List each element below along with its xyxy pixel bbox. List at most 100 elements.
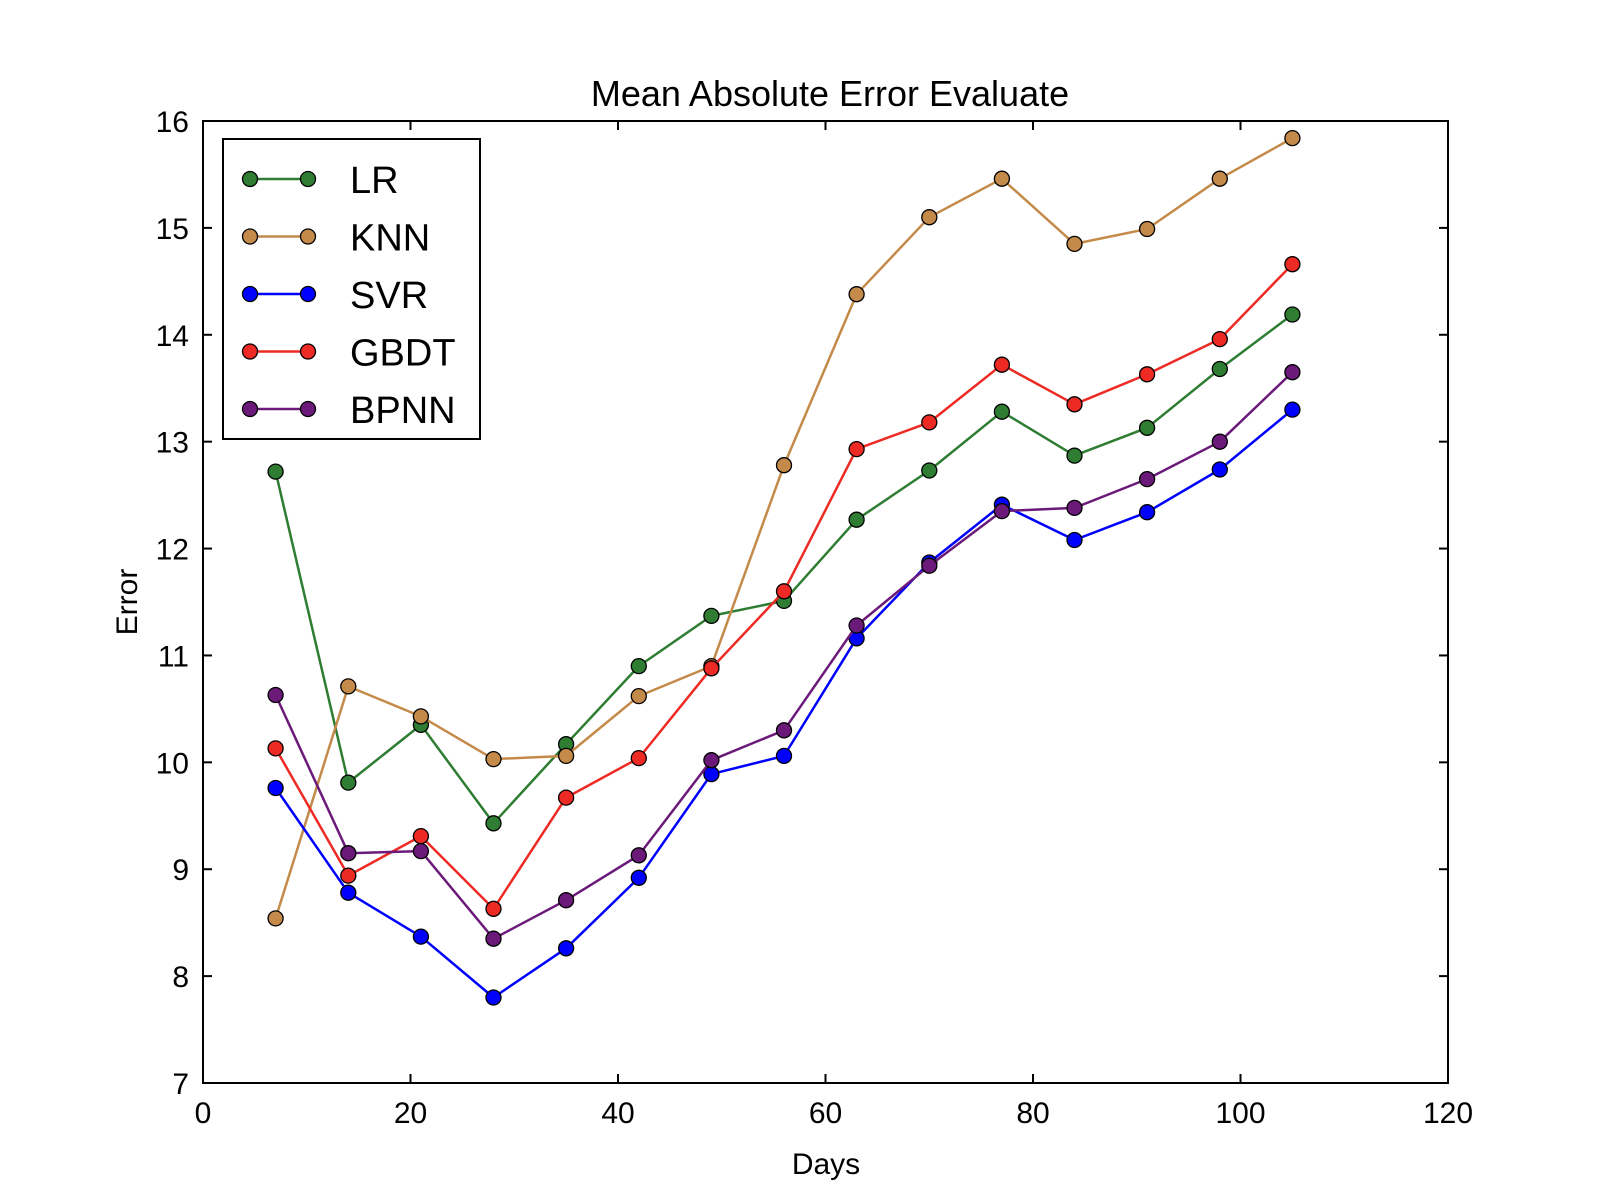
y-tick-label: 7 [172, 1068, 189, 1101]
data-point-bpnn [993, 502, 1011, 520]
x-axis-label: Days [792, 1148, 860, 1181]
axis-ticks: 0 20 40 60 80 100 120 7 8 9 10 11 12 13 14 15 16 [156, 106, 1473, 1130]
data-point-knn [340, 678, 357, 695]
data-point-svr [412, 928, 430, 945]
series-gbdt [267, 256, 1301, 917]
data-point-knn [1211, 170, 1228, 187]
data-point-gbdt [1211, 330, 1228, 348]
legend-marker [299, 400, 317, 418]
data-point-gbdt [921, 414, 938, 431]
x-tick-label: 80 [1016, 1097, 1049, 1130]
series-knn [267, 129, 1301, 927]
y-tick-label: 8 [172, 961, 189, 994]
data-point-bpnn [848, 617, 865, 634]
x-tick-label: 100 [1215, 1097, 1265, 1130]
data-point-lr [993, 403, 1011, 420]
legend-marker [241, 400, 259, 418]
data-point-svr [1138, 504, 1156, 521]
legend-item-lr: LR [241, 160, 399, 202]
data-point-bpnn [630, 847, 647, 864]
data-point-knn [1284, 129, 1301, 147]
data-point-bpnn [1211, 433, 1228, 450]
data-point-gbdt [775, 583, 793, 600]
data-point-gbdt [267, 740, 284, 757]
data-point-gbdt [340, 867, 357, 884]
data-point-bpnn [267, 686, 284, 704]
data-point-svr [1066, 531, 1083, 549]
data-point-knn [485, 750, 502, 768]
legend-marker [299, 170, 317, 188]
data-point-gbdt [1066, 396, 1083, 413]
legend-marker [299, 343, 317, 360]
data-point-knn [848, 286, 865, 303]
legend-label: SVR [350, 275, 428, 317]
data-point-knn [630, 687, 647, 705]
data-point-gbdt [557, 789, 575, 806]
data-point-svr [267, 779, 284, 797]
data-point-gbdt [848, 440, 865, 458]
legend-item-knn: KNN [241, 218, 430, 260]
data-point-knn [921, 209, 938, 226]
y-tick-label: 11 [158, 640, 189, 673]
data-point-gbdt [630, 749, 647, 767]
legend-marker [241, 170, 259, 188]
data-point-knn [412, 708, 430, 725]
data-point-lr [1066, 447, 1083, 464]
data-point-svr [1211, 461, 1228, 478]
legend-marker [241, 343, 259, 360]
data-point-lr [921, 462, 938, 479]
data-point-gbdt [1284, 256, 1301, 273]
series-bpnn [267, 364, 1301, 947]
legend-marker [299, 285, 317, 303]
y-tick-label: 16 [156, 106, 189, 139]
x-tick-label: 0 [195, 1097, 212, 1130]
y-tick-label: 9 [172, 854, 189, 887]
data-point-bpnn [921, 557, 938, 574]
data-point-lr [630, 657, 647, 675]
series-group [267, 129, 1301, 1006]
data-point-lr [1284, 306, 1301, 323]
legend-label: GBDT [350, 333, 456, 375]
legend-marker [241, 228, 259, 245]
data-point-svr [485, 989, 502, 1006]
data-point-bpnn [1066, 499, 1083, 517]
x-tick-label: 120 [1423, 1097, 1473, 1130]
data-point-knn [1138, 220, 1156, 238]
legend-label: KNN [350, 218, 430, 260]
legend-item-svr: SVR [241, 275, 428, 317]
data-point-knn [267, 910, 284, 927]
legend-item-gbdt: GBDT [241, 333, 456, 375]
y-tick-label: 15 [156, 213, 189, 246]
legend: LR KNN SVR GBDT BPNN [222, 138, 481, 440]
data-point-lr [267, 463, 284, 480]
data-point-lr [703, 607, 720, 625]
legend-label: LR [350, 160, 399, 202]
x-tick-label: 60 [809, 1097, 842, 1130]
data-point-lr [1138, 419, 1156, 436]
x-tick-label: 20 [394, 1097, 427, 1130]
y-tick-label: 13 [156, 427, 189, 460]
data-point-svr [557, 940, 575, 957]
data-point-knn [1066, 235, 1083, 253]
data-point-svr [775, 747, 793, 765]
y-tick-label: 14 [156, 320, 189, 353]
data-point-lr [1211, 360, 1228, 378]
data-point-lr [485, 815, 502, 832]
data-point-bpnn [340, 845, 357, 862]
data-point-bpnn [412, 842, 430, 860]
legend-item-bpnn: BPNN [241, 390, 456, 432]
data-point-bpnn [775, 722, 793, 739]
series-lr [267, 306, 1301, 832]
data-point-bpnn [703, 752, 720, 769]
data-point-lr [340, 774, 357, 791]
legend-marker [299, 228, 317, 245]
data-point-bpnn [1284, 364, 1301, 381]
data-point-bpnn [485, 930, 502, 947]
data-point-gbdt [703, 660, 720, 677]
data-point-svr [340, 884, 357, 901]
data-point-bpnn [1138, 470, 1156, 488]
y-tick-label: 10 [156, 747, 189, 780]
data-point-svr [630, 869, 647, 886]
data-point-lr [848, 511, 865, 528]
